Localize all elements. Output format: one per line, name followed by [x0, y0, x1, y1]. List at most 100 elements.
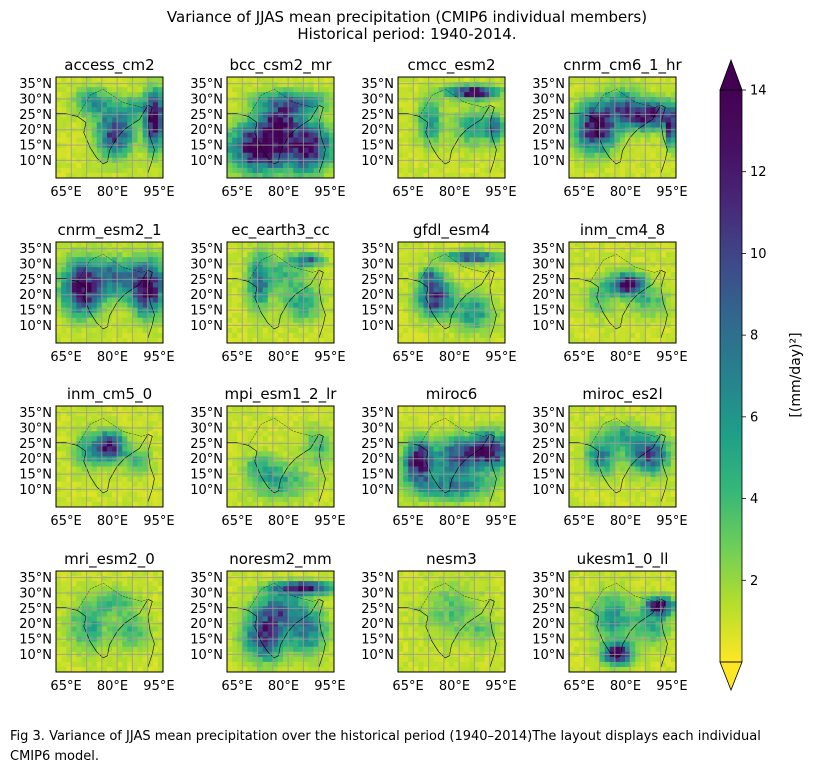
heat-cell — [61, 167, 67, 174]
heat-cell — [484, 451, 491, 457]
heat-cell — [318, 317, 325, 324]
heat-cell — [283, 446, 289, 452]
heat-cell — [252, 92, 258, 98]
heat-cell — [604, 107, 611, 113]
heat-cell — [645, 421, 651, 427]
heat-cell — [106, 77, 113, 83]
heat-cell — [665, 287, 672, 293]
heat-cell — [630, 252, 636, 258]
heat-cell — [117, 267, 123, 273]
heat-cell — [484, 466, 491, 472]
heat-cell — [262, 491, 269, 498]
heat-cell — [398, 97, 404, 103]
y-tick-label: 10°N — [361, 319, 394, 334]
heat-cell — [227, 122, 233, 128]
heat-cell — [443, 476, 450, 483]
heat-cell — [438, 257, 445, 263]
heat-cell — [252, 122, 258, 128]
heat-cell — [298, 421, 304, 427]
heat-cell — [237, 466, 243, 472]
heat-cell — [142, 112, 149, 118]
heat-cell — [247, 406, 253, 412]
heat-cell — [479, 172, 485, 179]
heat-cell — [428, 112, 434, 118]
heat-cell — [247, 501, 253, 508]
heat-cell — [584, 112, 590, 118]
heat-cell — [635, 152, 641, 159]
y-tick-label: 10°N — [532, 154, 565, 169]
heat-cell — [323, 287, 330, 293]
heat-cell — [272, 476, 279, 483]
heat-cell — [464, 337, 470, 344]
heat-cell — [66, 297, 72, 303]
heat-cell — [459, 77, 465, 83]
heat-cell — [288, 332, 294, 339]
heat-cell — [237, 312, 243, 319]
heat-cell — [76, 122, 82, 128]
heat-cell — [418, 426, 424, 432]
heat-cell — [272, 152, 279, 159]
heat-cell — [137, 147, 143, 154]
heat-cell — [454, 411, 460, 417]
heat-cell — [76, 272, 82, 278]
heat-cell — [247, 416, 253, 422]
heat-cell — [479, 242, 485, 248]
heat-cell — [81, 277, 87, 283]
heat-cell — [398, 481, 404, 488]
heat-cell — [101, 82, 108, 88]
heat-cell — [640, 287, 646, 293]
heat-cell — [147, 426, 154, 432]
y-tick-label: 20°N — [361, 452, 394, 467]
heat-cell — [147, 132, 154, 138]
heat-cell — [96, 97, 103, 103]
heat-cell — [614, 107, 621, 113]
heat-cell — [56, 496, 62, 503]
heat-cell — [96, 421, 103, 427]
heat-cell — [288, 267, 294, 273]
heat-cell — [152, 312, 159, 319]
heat-cell — [247, 147, 253, 154]
heat-cell — [293, 446, 299, 452]
heat-cell — [267, 441, 274, 447]
heat-cell — [157, 257, 164, 263]
heat-cell — [101, 466, 108, 472]
heat-cell — [127, 421, 133, 427]
heat-cell — [438, 411, 445, 417]
heat-cell — [56, 167, 62, 174]
heat-cell — [293, 117, 299, 123]
heat-cell — [579, 332, 585, 339]
heat-cell — [479, 451, 485, 457]
heat-cell — [283, 287, 289, 293]
heat-cell — [86, 491, 92, 498]
heat-cell — [665, 252, 672, 258]
heat-cell — [257, 257, 263, 263]
heat-cell — [242, 102, 248, 108]
heat-cell — [569, 92, 575, 98]
heat-cell — [448, 132, 455, 138]
heat-cell — [614, 97, 621, 103]
heat-cell — [418, 112, 424, 118]
heat-cell — [474, 152, 480, 159]
heat-cell — [147, 152, 154, 159]
heat-cell — [438, 302, 445, 308]
y-tick-label: 35°N — [532, 77, 565, 92]
heat-cell — [418, 77, 424, 83]
heat-cell — [454, 262, 460, 268]
heat-cell — [619, 77, 626, 83]
heat-cell — [272, 446, 279, 452]
heat-cell — [283, 312, 289, 319]
heat-cell — [132, 162, 138, 169]
heat-cell — [137, 87, 143, 93]
heat-cell — [247, 421, 253, 427]
heat-cell — [298, 491, 304, 498]
heat-cell — [630, 297, 636, 303]
heat-cell — [101, 172, 108, 179]
heat-cell — [127, 446, 133, 452]
heat-cell — [272, 451, 279, 457]
heat-cell — [494, 242, 501, 248]
heat-cell — [303, 117, 309, 123]
heat-cell — [71, 92, 77, 98]
heat-cell — [81, 406, 87, 412]
heat-cell — [142, 297, 149, 303]
